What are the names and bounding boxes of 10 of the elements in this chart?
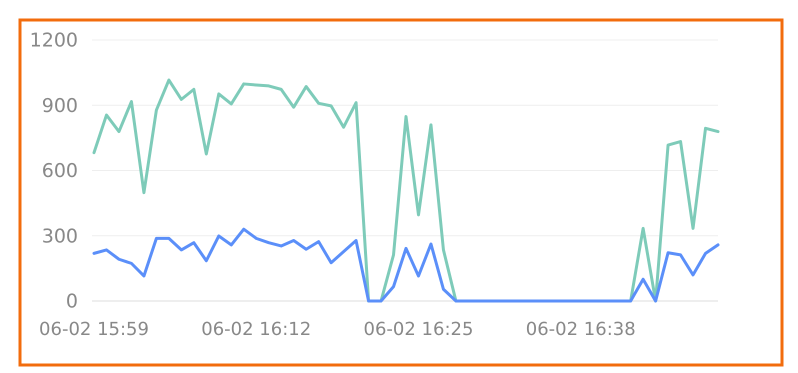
x-tick-label: 06-02 15:59: [39, 319, 149, 340]
line-series: [92, 228, 720, 302]
x-tick-label: 06-02 16:38: [526, 319, 636, 340]
y-tick-label: 1200: [30, 30, 78, 52]
y-tick-label: 0: [66, 290, 78, 313]
x-tick-label: 06-02 16:25: [364, 319, 474, 340]
x-tick-label: 06-02 16:12: [201, 319, 312, 340]
y-tick-label: 600: [42, 160, 78, 182]
y-tick-label: 300: [42, 225, 78, 248]
y-tick-label: 900: [42, 94, 78, 117]
